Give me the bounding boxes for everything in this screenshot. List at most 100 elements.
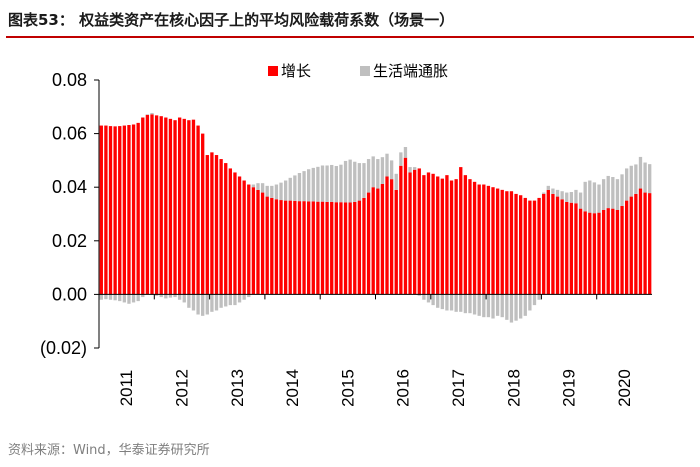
- inflation-bar-114: [625, 168, 629, 201]
- inflation-bar-32: [247, 294, 251, 298]
- inflation-bar-55: [353, 161, 357, 202]
- growth-bars: [99, 114, 652, 295]
- inflation-bar-19: [187, 294, 191, 308]
- growth-bar-27: [224, 163, 228, 295]
- inflation-bar-36: [265, 185, 269, 197]
- growth-bar-24: [210, 152, 214, 295]
- growth-bar-54: [348, 202, 352, 295]
- legend-swatch-1: [360, 66, 370, 76]
- growth-bar-23: [205, 155, 209, 295]
- figure-source: 资料来源：Wind，华泰证券研究所: [8, 443, 210, 458]
- x-tick-label: 2016: [394, 369, 413, 407]
- inflation-bar-116: [634, 164, 638, 194]
- inflation-bar-54: [348, 159, 352, 203]
- growth-bar-31: [242, 180, 246, 295]
- inflation-bar-65: [399, 152, 403, 166]
- inflation-bar-72: [431, 294, 435, 306]
- growth-bar-20: [191, 119, 196, 295]
- growth-bar-112: [615, 209, 620, 295]
- inflation-bar-66: [403, 147, 408, 158]
- inflation-bar-15: [168, 294, 173, 298]
- growth-bar-108: [597, 212, 601, 295]
- inflation-bar-47: [316, 166, 320, 202]
- inflation-bar-8: [136, 294, 140, 302]
- inflation-bar-106: [588, 180, 592, 213]
- inflation-bar-27: [224, 294, 228, 307]
- inflation-bar-39: [279, 182, 283, 201]
- growth-bar-11: [150, 114, 154, 295]
- inflation-bar-21: [196, 294, 200, 315]
- growth-bar-65: [399, 165, 403, 295]
- growth-bar-67: [408, 172, 412, 295]
- inflation-bar-33: [251, 184, 256, 188]
- growth-bar-118: [643, 192, 647, 295]
- growth-bar-29: [233, 172, 237, 295]
- growth-bar-41: [288, 200, 292, 295]
- inflation-bar-93: [528, 294, 532, 311]
- growth-bar-79: [463, 175, 468, 295]
- inflation-bar-58: [366, 159, 371, 193]
- growth-bar-89: [509, 191, 514, 295]
- growth-bar-46: [311, 201, 315, 295]
- growth-bar-68: [413, 169, 417, 295]
- growth-bar-12: [154, 115, 159, 295]
- growth-bar-64: [394, 189, 398, 295]
- growth-bar-62: [385, 176, 389, 295]
- inflation-bar-51: [334, 166, 338, 203]
- inflation-bar-14: [164, 294, 168, 299]
- growth-bar-33: [251, 187, 256, 295]
- inflation-bar-38: [274, 184, 279, 200]
- growth-bar-97: [546, 189, 550, 295]
- inflation-bar-60: [376, 159, 380, 189]
- growth-bar-50: [330, 201, 334, 295]
- growth-bar-70: [422, 175, 426, 295]
- growth-bar-90: [514, 193, 518, 295]
- growth-bar-43: [297, 201, 302, 295]
- inflation-bar-35: [260, 183, 265, 193]
- x-tick-label: 2014: [283, 369, 302, 407]
- inflation-bar-119: [648, 164, 652, 194]
- growth-bar-10: [145, 114, 150, 295]
- inflation-bar-13: [159, 294, 163, 298]
- inflation-bar-34: [256, 183, 260, 190]
- growth-bar-39: [279, 200, 283, 295]
- figure-title: 图表53： 权益类资产在核心因子上的平均风险载荷系数（场景一）: [8, 11, 455, 29]
- growth-bar-82: [477, 184, 481, 295]
- growth-bar-18: [182, 118, 186, 295]
- inflation-bar-101: [565, 192, 569, 202]
- y-tick-label: 0.00: [52, 284, 87, 304]
- inflation-bar-3: [113, 294, 117, 301]
- inflation-bar-48: [320, 165, 325, 202]
- inflation-bar-50: [330, 164, 334, 202]
- growth-bar-47: [316, 201, 320, 295]
- growth-bar-75: [445, 175, 449, 295]
- inflation-bar-70: [422, 294, 426, 300]
- inflation-bar-100: [560, 191, 564, 200]
- growth-bar-83: [482, 184, 486, 295]
- legend-label: 增长: [281, 62, 311, 80]
- growth-bar-52: [339, 202, 343, 295]
- inflation-bar-108: [597, 184, 601, 213]
- x-tick-label: 2012: [172, 369, 191, 407]
- growth-bar-32: [247, 184, 251, 295]
- growth-bar-14: [164, 117, 168, 295]
- growth-bar-59: [371, 187, 375, 295]
- growth-bar-71: [426, 172, 431, 295]
- inflation-bar-30: [237, 294, 242, 303]
- growth-bar-84: [486, 185, 491, 295]
- growth-bar-80: [468, 179, 472, 295]
- inflation-bar-83: [482, 294, 486, 318]
- growth-bar-30: [237, 176, 242, 295]
- inflation-bar-64: [394, 173, 398, 190]
- inflation-bars: [99, 112, 652, 323]
- inflation-bar-52: [339, 164, 343, 203]
- growth-bar-55: [353, 201, 357, 295]
- inflation-bar-113: [620, 174, 624, 206]
- inflation-bar-79: [463, 294, 468, 314]
- growth-bar-6: [127, 125, 131, 295]
- inflation-bar-22: [201, 294, 205, 316]
- growth-bar-56: [357, 200, 362, 295]
- risk-loading-chart: 0.080.060.040.020.00(0.02) 2011 2012 2013 2…: [40, 62, 652, 407]
- growth-bar-34: [256, 189, 260, 295]
